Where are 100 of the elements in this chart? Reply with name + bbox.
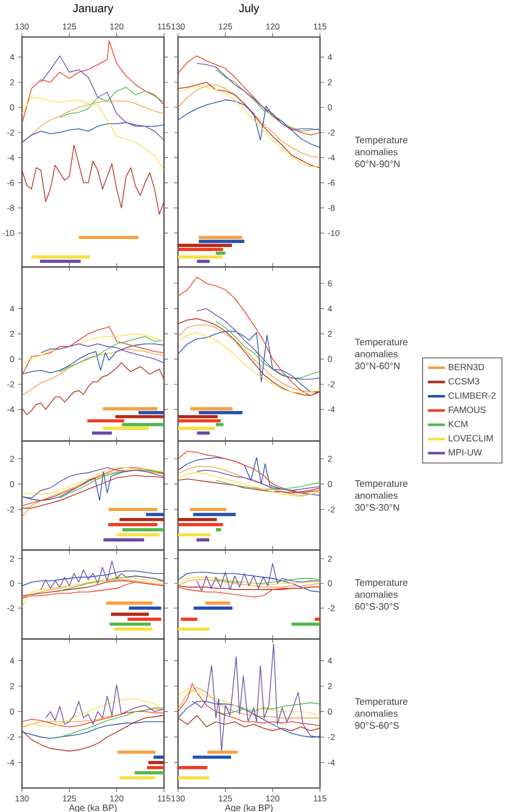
legend-label: LOVECLIM bbox=[448, 435, 493, 442]
y-tick-label: 0 bbox=[10, 356, 14, 362]
line-series bbox=[215, 702, 320, 715]
x-tick-label: 115 bbox=[314, 796, 326, 802]
y-tick-label: 4 bbox=[10, 306, 14, 312]
y-tick-label: 0 bbox=[328, 104, 332, 110]
y-tick-label: 4 bbox=[328, 658, 332, 664]
line-series bbox=[22, 698, 164, 729]
line-series bbox=[40, 344, 164, 364]
y-tick-label: -2 bbox=[7, 506, 14, 512]
y-tick-label: -6 bbox=[328, 180, 335, 186]
x-tick-label: 120 bbox=[110, 23, 124, 30]
x-tick-label: 130 bbox=[172, 796, 185, 802]
y-tick-label: 6 bbox=[328, 280, 332, 286]
line-series bbox=[22, 715, 164, 752]
line-series bbox=[178, 683, 320, 726]
y-tick-label: -10 bbox=[2, 230, 14, 236]
y-tick-label: 2 bbox=[328, 79, 332, 86]
y-tick-label: 2 bbox=[328, 556, 332, 562]
x-tick-label: 125 bbox=[218, 796, 232, 802]
line-series bbox=[215, 320, 320, 378]
y-tick-label: -2 bbox=[7, 734, 14, 740]
x-tick-label: 120 bbox=[266, 796, 280, 802]
y-tick-label: 4 bbox=[10, 658, 14, 664]
y-tick-label: -2 bbox=[328, 506, 335, 512]
x-tick-label: 120 bbox=[266, 23, 280, 30]
x-tick-label: 125 bbox=[62, 796, 76, 802]
line-series bbox=[196, 470, 320, 491]
y-tick-label: -2 bbox=[7, 130, 14, 136]
y-tick-label: 2 bbox=[328, 330, 332, 337]
line-series bbox=[22, 474, 164, 509]
y-tick-label: 0 bbox=[10, 481, 14, 488]
line-series bbox=[22, 570, 164, 586]
line-series bbox=[178, 276, 320, 396]
y-tick-label: -2 bbox=[328, 130, 335, 136]
y-axis-title: Temperature anomalies 60°N-90°N bbox=[354, 136, 408, 168]
y-tick-label: -4 bbox=[328, 154, 335, 161]
legend-label: CCSM3 bbox=[448, 378, 480, 384]
x-tick-label: 130 bbox=[16, 23, 29, 30]
y-tick-label: -6 bbox=[7, 180, 14, 186]
legend-label: MPI-UW bbox=[448, 449, 482, 456]
line-series bbox=[196, 308, 320, 380]
y-tick-label: 0 bbox=[328, 356, 332, 362]
x-tick-label: 120 bbox=[110, 796, 124, 802]
x-tick-label: 115 bbox=[158, 796, 170, 802]
y-tick-label: 0 bbox=[328, 708, 332, 715]
y-tick-label: -8 bbox=[328, 204, 335, 211]
x-tick-label: 130 bbox=[16, 796, 29, 802]
line-series bbox=[178, 715, 320, 732]
x-tick-label: 115 bbox=[314, 24, 326, 30]
x-tick-label: 115 bbox=[158, 24, 170, 30]
line-series bbox=[196, 62, 320, 130]
y-tick-label: -2 bbox=[328, 605, 335, 612]
y-tick-label: 0 bbox=[328, 481, 332, 488]
legend-label: KCM bbox=[448, 420, 468, 428]
y-tick-label: -4 bbox=[7, 154, 14, 161]
y-axis-title: Temperature anomalies 90°S-60°S bbox=[354, 698, 408, 729]
line-series bbox=[59, 86, 164, 118]
line-series bbox=[59, 336, 164, 372]
y-tick-label: -4 bbox=[7, 760, 14, 766]
line-series bbox=[178, 450, 320, 494]
line-series bbox=[22, 576, 164, 608]
line-series bbox=[178, 472, 320, 498]
chart-title: July bbox=[238, 4, 260, 14]
line-series bbox=[178, 55, 320, 136]
y-tick-label: 2 bbox=[10, 330, 14, 337]
y-tick-label: -2 bbox=[328, 734, 335, 740]
line-series bbox=[22, 40, 164, 124]
y-axis-title: Temperature anomalies 30°S-30°N bbox=[354, 480, 408, 511]
y-tick-label: -2 bbox=[7, 381, 14, 388]
line-series bbox=[22, 144, 164, 215]
x-tick-label: 130 bbox=[172, 23, 185, 30]
line-series bbox=[178, 99, 320, 148]
line-series bbox=[22, 122, 164, 143]
x-tick-label: 125 bbox=[218, 23, 232, 30]
y-tick-label: 4 bbox=[328, 54, 332, 60]
line-series bbox=[22, 96, 164, 171]
y-tick-label: 2 bbox=[10, 683, 14, 690]
y-tick-label: -10 bbox=[328, 230, 340, 236]
line-series bbox=[196, 563, 320, 592]
y-axis-title: Temperature anomalies 30°N-60°N bbox=[354, 338, 408, 370]
y-tick-label: 0 bbox=[10, 580, 14, 586]
line-series bbox=[178, 701, 320, 738]
line-series bbox=[40, 560, 164, 590]
y-tick-label: 4 bbox=[10, 54, 14, 60]
y-tick-label: 4 bbox=[328, 306, 332, 312]
line-series bbox=[59, 707, 164, 738]
line-series bbox=[40, 55, 164, 140]
y-tick-label: -8 bbox=[7, 204, 14, 211]
x-tick-label: 125 bbox=[62, 23, 76, 30]
line-series bbox=[178, 478, 320, 494]
line-series bbox=[22, 326, 164, 376]
y-tick-label: -2 bbox=[328, 381, 335, 388]
legend-label: CLIMBER-2 bbox=[448, 392, 496, 399]
y-tick-label: -4 bbox=[328, 406, 335, 412]
y-tick-label: 0 bbox=[328, 580, 332, 586]
y-tick-label: 2 bbox=[10, 79, 14, 86]
line-series bbox=[215, 69, 320, 132]
y-tick-label: 2 bbox=[10, 456, 14, 462]
y-tick-label: -2 bbox=[7, 605, 14, 612]
